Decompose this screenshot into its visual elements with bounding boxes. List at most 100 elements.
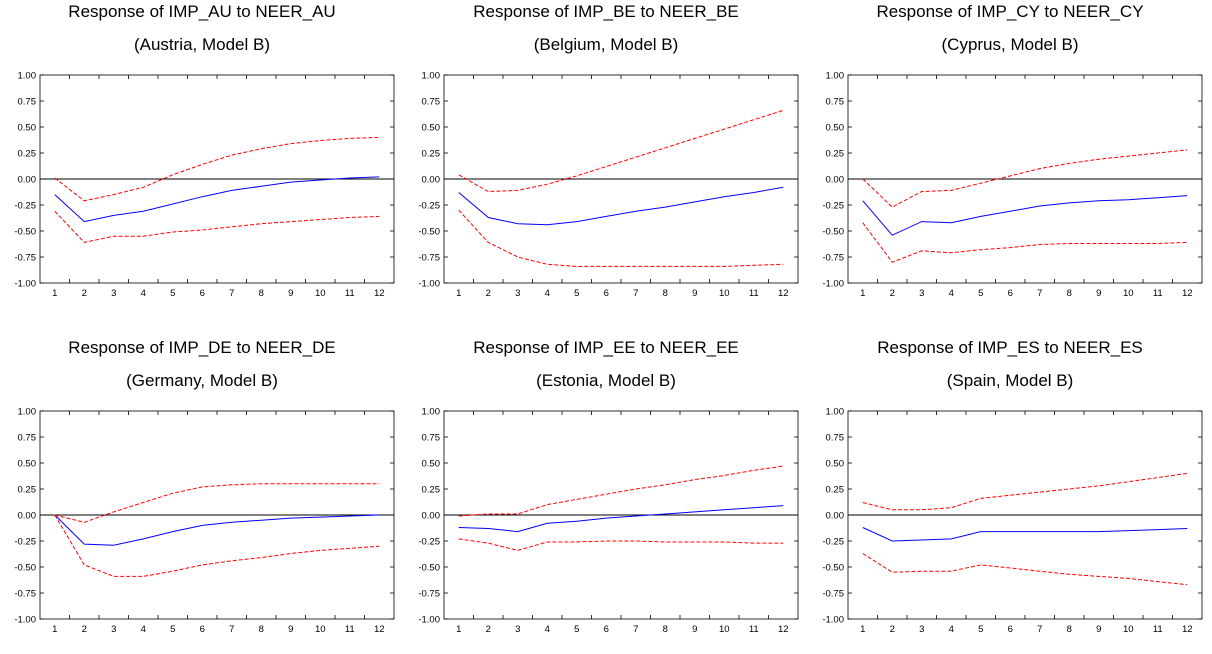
x-tick-label: 5 — [170, 288, 175, 299]
series-line-response — [54, 514, 380, 546]
x-tick-label: 6 — [200, 288, 205, 299]
x-tick-label: 9 — [288, 288, 293, 299]
y-tick-label: 1.00 — [826, 71, 845, 82]
y-tick-label: -0.75 — [14, 253, 36, 264]
x-tick-label: 2 — [486, 624, 491, 635]
x-tick-label: 12 — [374, 624, 385, 635]
y-tick-label: 0.50 — [422, 459, 441, 470]
y-tick-label: 0.50 — [422, 123, 441, 134]
x-tick-label: 6 — [604, 288, 609, 299]
x-tick-label: 11 — [749, 624, 759, 635]
x-tick-label: 8 — [663, 288, 668, 299]
x-tick-label: 11 — [345, 288, 355, 299]
y-tick-label: 1.00 — [826, 407, 845, 418]
x-tick-label: 12 — [1182, 288, 1193, 299]
x-tick-label: 6 — [1008, 624, 1013, 635]
y-tick-label: -0.25 — [14, 201, 36, 212]
y-tick-label: 0.50 — [826, 123, 845, 134]
series-line-lower-band — [458, 538, 784, 551]
x-tick-label: 2 — [890, 624, 895, 635]
series-line-upper-band — [458, 109, 784, 193]
x-tick-label: 8 — [259, 288, 264, 299]
x-tick-label: 7 — [1037, 288, 1042, 299]
x-tick-label: 12 — [778, 624, 789, 635]
x-tick-label: 9 — [1096, 624, 1101, 635]
x-tick-label: 7 — [633, 624, 638, 635]
series-line-lower-band — [54, 210, 380, 243]
series-line-response — [862, 527, 1188, 542]
x-tick-label: 6 — [1008, 288, 1013, 299]
series-line-upper-band — [54, 136, 380, 202]
chart-plot-austria: 1.00 0.75 0.50 0.25 0.00 -0.25 -0.50 -0.75 -1.00… — [14, 71, 395, 299]
series-line-upper-band — [862, 149, 1188, 208]
x-tick-label: 11 — [749, 288, 759, 299]
series-line-response — [458, 186, 784, 226]
chart-subtitle: (Austria, Model B) — [133, 35, 271, 54]
series-line-lower-band — [458, 209, 784, 267]
y-tick-label: 0.75 — [18, 433, 37, 444]
x-tick-label: 4 — [545, 624, 550, 635]
y-tick-label: 0.50 — [18, 123, 37, 134]
y-tick-label: 0.50 — [826, 459, 845, 470]
series-line-upper-band — [458, 465, 784, 517]
y-tick-label: -1.00 — [822, 279, 844, 290]
y-tick-label: 0.25 — [826, 149, 845, 160]
x-tick-label: 9 — [288, 624, 293, 635]
x-tick-label: 9 — [692, 624, 697, 635]
y-tick-label: 0.00 — [826, 511, 845, 522]
x-tick-label: 10 — [315, 288, 326, 299]
x-tick-label: 12 — [778, 288, 789, 299]
x-tick-label: 3 — [111, 624, 116, 635]
y-tick-label: 1.00 — [18, 407, 37, 418]
x-tick-label: 4 — [141, 624, 146, 635]
x-tick-label: 4 — [949, 288, 954, 299]
x-tick-label: 10 — [719, 624, 730, 635]
x-tick-label: 4 — [545, 288, 550, 299]
y-tick-label: -0.50 — [822, 227, 844, 238]
y-tick-label: 0.75 — [18, 97, 37, 108]
chart-panel-spain: Response of IMP_ES to NEER_ES (Spain, Mo… — [808, 336, 1212, 654]
y-tick-label: -0.75 — [822, 589, 844, 600]
y-tick-label: 0.25 — [18, 485, 37, 496]
series-line-lower-band — [54, 514, 380, 577]
y-tick-label: -0.50 — [822, 563, 844, 574]
y-tick-label: 0.00 — [422, 511, 441, 522]
x-tick-label: 3 — [919, 624, 924, 635]
x-tick-label: 1 — [860, 624, 865, 635]
x-tick-label: 8 — [1067, 624, 1072, 635]
y-tick-label: 1.00 — [422, 407, 441, 418]
x-tick-label: 11 — [1153, 288, 1163, 299]
x-tick-label: 11 — [345, 624, 355, 635]
y-tick-label: 0.25 — [422, 485, 441, 496]
y-tick-label: 0.00 — [826, 175, 845, 186]
y-tick-label: -1.00 — [822, 615, 844, 626]
y-tick-label: -0.50 — [418, 563, 440, 574]
x-tick-label: 5 — [170, 624, 175, 635]
series-line-response — [54, 176, 380, 223]
y-tick-label: 1.00 — [18, 71, 37, 82]
x-tick-label: 1 — [860, 288, 865, 299]
y-tick-label: -1.00 — [14, 279, 36, 290]
chart-subtitle: (Germany, Model B) — [126, 371, 278, 390]
y-tick-label: 0.50 — [18, 459, 37, 470]
x-tick-label: 10 — [1123, 624, 1134, 635]
series-line-lower-band — [862, 222, 1188, 263]
x-tick-label: 5 — [574, 624, 579, 635]
series-line-lower-band — [862, 553, 1188, 586]
chart-plot-belgium: 1.00 0.75 0.50 0.25 0.00 -0.25 -0.50 -0.75 -1.00… — [418, 71, 799, 299]
y-tick-label: -0.75 — [14, 589, 36, 600]
y-tick-label: -0.75 — [418, 253, 440, 264]
y-tick-label: 0.75 — [422, 97, 441, 108]
x-tick-label: 2 — [82, 288, 87, 299]
y-tick-label: 0.25 — [18, 149, 37, 160]
chart-plot-cyprus: 1.00 0.75 0.50 0.25 0.00 -0.25 -0.50 -0.75 -1.00… — [822, 71, 1203, 299]
y-tick-label: -1.00 — [418, 279, 440, 290]
x-tick-label: 7 — [633, 288, 638, 299]
y-tick-label: -0.75 — [418, 589, 440, 600]
chart-panel-germany: Response of IMP_DE to NEER_DE (Germany, … — [0, 336, 404, 654]
chart-subtitle: (Cyprus, Model B) — [941, 35, 1079, 54]
series-line-upper-band — [54, 483, 380, 523]
y-tick-label: -0.50 — [418, 227, 440, 238]
chart-subtitle: (Spain, Model B) — [946, 371, 1074, 390]
chart-title: Response of IMP_BE to NEER_BE — [473, 2, 739, 21]
